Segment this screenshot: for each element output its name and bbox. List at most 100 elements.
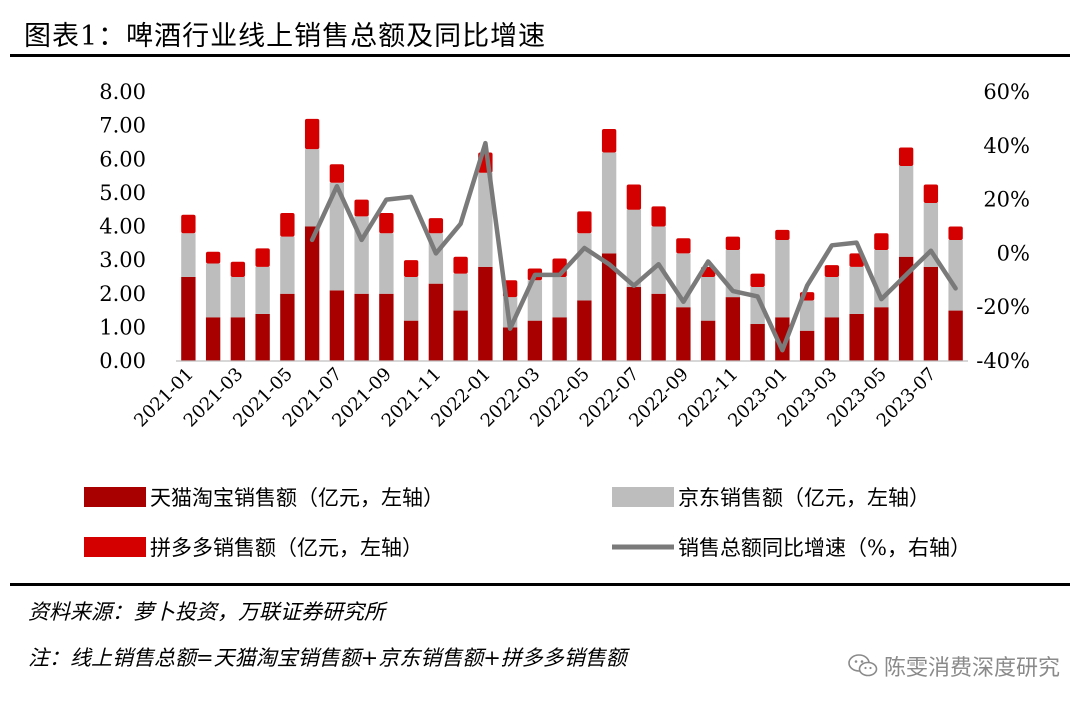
bar-tmall-2021-07: [329, 290, 345, 361]
bar-pdd-2022-12: [750, 273, 765, 288]
bars-pdd-series: [181, 118, 963, 301]
bar-jd-2022-08: [651, 226, 666, 294]
bar-tmall-2023-07: [923, 266, 939, 361]
bar-pdd-2021-08: [354, 199, 369, 217]
bar-pdd-2021-12: [453, 256, 468, 274]
legend-pdd-label: 拼多多销售额（亿元，左轴）: [150, 536, 423, 560]
chart-title: 图表1：啤酒行业线上销售总额及同比增速: [24, 21, 547, 52]
bar-pdd-2022-09: [676, 238, 691, 254]
bar-tmall-2023-04: [849, 313, 864, 361]
bar-pdd-2022-08: [651, 206, 666, 227]
bar-pdd-2021-02: [205, 251, 221, 264]
bar-jd-2023-01: [775, 239, 790, 318]
right-tick-label: -20%: [976, 295, 1030, 319]
left-tick-label: 0.00: [99, 349, 146, 373]
bar-tmall-2022-06: [601, 253, 617, 361]
bar-jd-2023-03: [824, 276, 840, 318]
bar-tmall-2021-11: [428, 283, 444, 361]
bar-tmall-2023-03: [824, 317, 840, 361]
left-tick-label: 6.00: [99, 147, 146, 171]
bar-pdd-2021-04: [255, 248, 270, 267]
bar-pdd-2021-10: [403, 260, 419, 277]
bar-jd-2021-01: [181, 233, 196, 277]
bar-pdd-2022-07: [626, 184, 642, 210]
bar-tmall-2021-09: [379, 293, 394, 361]
bar-tmall-2021-06: [304, 226, 320, 361]
bar-jd-2021-06: [304, 149, 320, 227]
bar-pdd-2022-06: [601, 128, 617, 153]
bar-jd-2023-07: [923, 202, 939, 267]
bar-pdd-2021-09: [379, 213, 394, 234]
bars-tmall-series: [181, 226, 963, 361]
bar-pdd-2021-06: [304, 118, 320, 150]
bar-tmall-2023-06: [898, 256, 914, 361]
bar-tmall-2023-08: [948, 310, 963, 361]
bar-pdd-2023-06: [898, 147, 914, 166]
bar-pdd-2021-01: [181, 214, 196, 234]
bar-jd-2023-08: [948, 239, 963, 311]
left-tick-label: 7.00: [99, 114, 146, 138]
bar-pdd-2021-05: [280, 213, 295, 237]
left-tick-label: 4.00: [99, 215, 146, 239]
right-tick-label: 20%: [983, 188, 1030, 212]
bar-tmall-2023-05: [874, 307, 889, 361]
right-tick-label: -40%: [976, 349, 1030, 373]
legend-jd-label: 京东销售额（亿元，左轴）: [678, 486, 930, 510]
bar-tmall-2022-12: [750, 324, 765, 361]
left-tick-label: 1.00: [99, 315, 146, 339]
bar-tmall-2022-11: [725, 297, 741, 361]
bars-jd-series: [181, 149, 963, 331]
bar-jd-2021-04: [255, 266, 270, 314]
bar-tmall-2022-08: [651, 293, 666, 361]
legend: 天猫淘宝销售额（亿元，左轴） 京东销售额（亿元，左轴） 拼多多销售额（亿元，左轴） 销…: [84, 486, 971, 560]
right-tick-label: 0%: [997, 241, 1030, 265]
growth-line-layer: [186, 140, 958, 353]
bar-tmall-2021-04: [255, 313, 270, 361]
bar-tmall-2023-02: [799, 330, 815, 361]
bar-pdd-2023-01: [775, 229, 790, 240]
left-tick-label: 5.00: [99, 181, 146, 205]
bar-tmall-2022-04: [552, 317, 567, 361]
bar-tmall-2021-08: [354, 293, 369, 361]
bar-jd-2021-09: [379, 233, 394, 294]
bar-tmall-2022-03: [527, 320, 543, 361]
bar-jd-2022-10: [700, 276, 716, 321]
growth-line-segment-1: [309, 140, 958, 353]
source-note: 资料来源：萝卜投资，万联证券研究所: [28, 600, 385, 624]
bar-pdd-2023-08: [948, 226, 963, 240]
bar-pdd-2021-07: [329, 164, 345, 183]
left-tick-label: 2.00: [99, 282, 146, 306]
bar-pdd-2021-03: [230, 261, 246, 277]
bar-tmall-2022-01: [478, 266, 493, 361]
bar-tmall-2021-05: [280, 293, 295, 361]
bar-tmall-2021-01: [181, 276, 196, 361]
bar-tmall-2021-12: [453, 310, 468, 361]
bar-jd-2021-03: [230, 276, 246, 318]
bar-pdd-2023-07: [923, 184, 939, 203]
legend-tmall-swatch: [84, 487, 146, 507]
bar-tmall-2022-10: [700, 320, 716, 361]
bar-jd-2021-05: [280, 236, 295, 294]
bar-pdd-2022-11: [725, 236, 741, 251]
legend-tmall-label: 天猫淘宝销售额（亿元，左轴）: [150, 486, 444, 510]
bar-pdd-2021-11: [428, 218, 444, 234]
x-axis-ticks: 2021-012021-032021-052021-072021-092021-…: [130, 364, 940, 432]
bar-jd-2022-01: [478, 172, 493, 267]
bar-pdd-2023-04: [849, 253, 864, 267]
bar-jd-2023-04: [849, 266, 864, 314]
bar-jd-2021-07: [329, 182, 345, 291]
watermark-text: 陈雯消费深度研究: [883, 656, 1060, 681]
bar-tmall-2021-03: [230, 317, 246, 361]
bar-tmall-2021-10: [403, 320, 419, 361]
wechat-icon: [848, 654, 878, 677]
bar-pdd-2023-05: [874, 233, 889, 251]
right-tick-label: 40%: [983, 134, 1030, 158]
bar-jd-2023-02: [799, 300, 815, 331]
legend-jd-swatch: [612, 487, 674, 507]
bar-tmall-2021-02: [205, 317, 221, 361]
right-tick-label: 60%: [983, 80, 1030, 104]
left-tick-label: 8.00: [99, 80, 146, 104]
title-rule: [10, 54, 1070, 57]
legend-pdd-swatch: [84, 537, 146, 557]
left-tick-label: 3.00: [99, 248, 146, 272]
